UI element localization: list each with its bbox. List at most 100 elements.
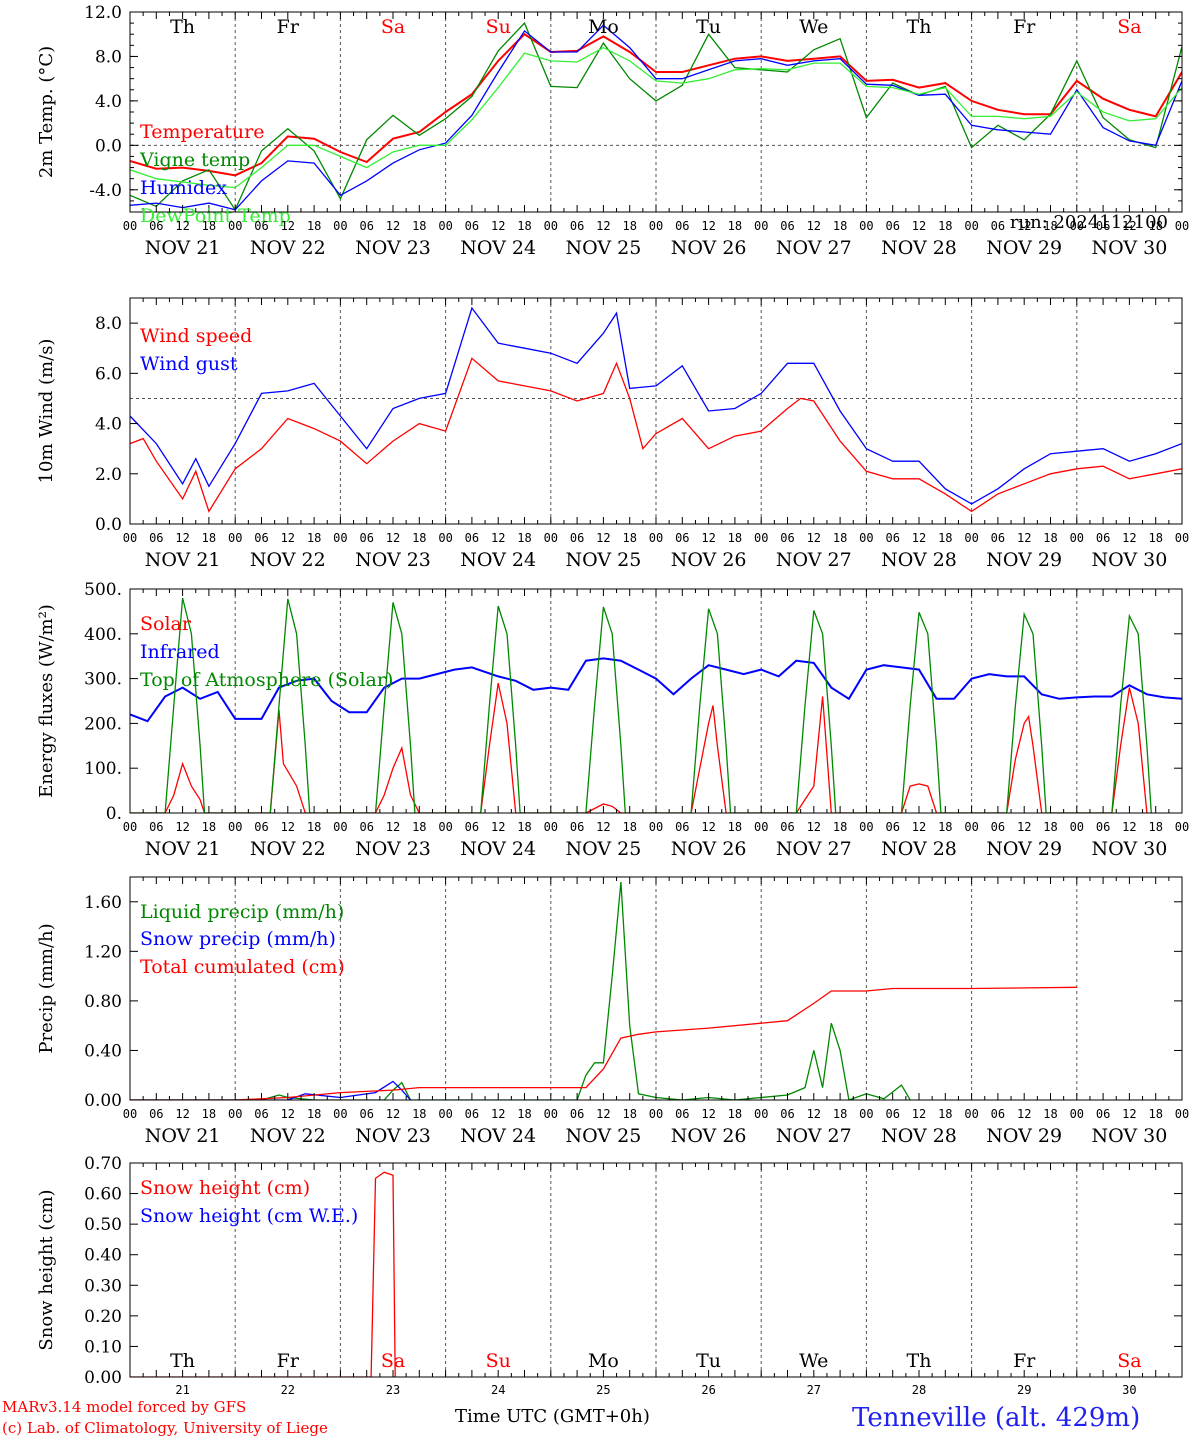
weekday-label: Th <box>907 16 932 38</box>
date-label: NOV 24 <box>460 549 536 571</box>
date-label: NOV 29 <box>986 838 1062 860</box>
hour-tick-label: 18 <box>517 219 531 233</box>
hour-tick-label: 12 <box>1017 820 1031 834</box>
panel-4: 0.00 0.40 0.80 1.20 1.60 Precip (mm/h) Liquid … <box>36 876 1189 1147</box>
hour-tick-label: 18 <box>307 1107 321 1121</box>
hour-tick-label: 12 <box>1017 1107 1031 1121</box>
panel-3: 0. 100. 200. 300. 400. 500. Energy fluxes (W/m… <box>36 580 1189 860</box>
y-tick-label: -4.0 <box>89 181 122 201</box>
date-label: NOV 27 <box>776 549 852 571</box>
hour-tick-label: 06 <box>254 531 268 545</box>
date-label: NOV 28 <box>881 1125 957 1147</box>
hour-tick-label: 00 <box>649 820 663 834</box>
hour-tick-label: 00 <box>438 1107 452 1121</box>
hour-tick-label: 12 <box>175 820 189 834</box>
series-infrared <box>130 657 1182 723</box>
legend-entry: Wind speed <box>140 325 252 347</box>
hour-tick-label: 12 <box>281 820 295 834</box>
hour-tick-label: 12 <box>386 1107 400 1121</box>
series-wind-speed <box>130 357 1182 513</box>
hour-tick-label: 18 <box>517 820 531 834</box>
hour-tick-label: 00 <box>859 531 873 545</box>
hour-tick-label: 00 <box>228 219 242 233</box>
hour-tick-label: 12 <box>1017 531 1031 545</box>
hour-tick-label: 06 <box>1096 1107 1110 1121</box>
hour-tick-label: 12 <box>912 531 926 545</box>
date-label: NOV 21 <box>145 1125 221 1147</box>
hour-tick-label: 12 <box>596 531 610 545</box>
weekday-label: We <box>799 16 828 38</box>
date-label: NOV 25 <box>565 549 641 571</box>
day-number-label: 27 <box>807 1383 821 1397</box>
hour-tick-label: 06 <box>780 531 794 545</box>
panel-2: 0.0 2.0 4.0 6.0 8.0 10m Wind (m/s) Wind speed W… <box>36 297 1189 571</box>
y-tick-label: 0.80 <box>84 992 122 1012</box>
hour-tick-label: 18 <box>412 820 426 834</box>
hour-tick-label: 12 <box>912 820 926 834</box>
date-label: NOV 28 <box>881 549 957 571</box>
hour-tick-label: 00 <box>964 1107 978 1121</box>
hour-tick-label: 00 <box>123 219 137 233</box>
hour-tick-label: 00 <box>964 219 978 233</box>
weekday-label: Th <box>907 1350 932 1372</box>
weekday-label: Sa <box>381 1350 405 1372</box>
run-annotation: run: 2024112100 <box>1010 212 1168 233</box>
hour-tick-label: 12 <box>386 531 400 545</box>
y-tick-label: 0.40 <box>84 1041 122 1061</box>
panel-5: 0.00 0.10 0.20 0.30 0.40 0.50 0.60 0.70 Snow hei… <box>36 1154 1183 1397</box>
hour-tick-label: 06 <box>359 820 373 834</box>
series-dewpoint-temp <box>130 46 1182 189</box>
hour-tick-label: 18 <box>622 820 636 834</box>
y-axis-label: Precip (mm/h) <box>36 923 57 1053</box>
date-label: NOV 30 <box>1091 1125 1167 1147</box>
hour-tick-label: 12 <box>912 1107 926 1121</box>
weekday-label: Th <box>170 16 195 38</box>
y-tick-label: 0.60 <box>84 1185 122 1205</box>
hour-tick-label: 06 <box>254 820 268 834</box>
hour-tick-label: 12 <box>912 219 926 233</box>
day-number-label: 22 <box>281 1383 295 1397</box>
date-label: NOV 28 <box>881 838 957 860</box>
hour-tick-label: 00 <box>754 820 768 834</box>
legend-entry: DewPoint Temp <box>140 205 291 227</box>
hour-tick-label: 12 <box>596 820 610 834</box>
legend-entry: Total cumulated (cm) <box>140 956 345 978</box>
date-label: NOV 22 <box>250 549 326 571</box>
date-label: NOV 22 <box>250 1125 326 1147</box>
hour-tick-label: 06 <box>570 531 584 545</box>
hour-tick-label: 00 <box>1175 219 1189 233</box>
hour-tick-label: 12 <box>386 820 400 834</box>
date-label: NOV 27 <box>776 838 852 860</box>
hour-tick-label: 18 <box>1043 219 1057 233</box>
weekday-label: Tu <box>696 1350 721 1372</box>
date-label: NOV 26 <box>671 549 747 571</box>
hour-tick-label: 00 <box>1070 219 1084 233</box>
hour-tick-label: 06 <box>254 219 268 233</box>
hour-tick-label: 00 <box>649 219 663 233</box>
date-label: NOV 21 <box>145 237 221 259</box>
hour-tick-label: 18 <box>1148 531 1162 545</box>
series-snow-height-cm <box>130 1171 396 1377</box>
day-number-label: 21 <box>175 1383 189 1397</box>
date-label: NOV 29 <box>986 1125 1062 1147</box>
hour-tick-label: 18 <box>833 219 847 233</box>
date-label: NOV 25 <box>565 237 641 259</box>
y-axis-label: Snow height (cm) <box>36 1189 57 1350</box>
date-label: NOV 29 <box>986 237 1062 259</box>
hour-tick-label: 12 <box>1122 1107 1136 1121</box>
series-wind-gust <box>130 306 1182 505</box>
weekday-label: Su <box>486 16 511 38</box>
hour-tick-label: 18 <box>728 820 742 834</box>
y-tick-label: 0. <box>106 804 122 824</box>
series-snow-precip-mm-h <box>130 1080 411 1100</box>
hour-tick-label: 06 <box>465 820 479 834</box>
hour-tick-label: 12 <box>807 1107 821 1121</box>
hour-tick-label: 12 <box>175 531 189 545</box>
legend-entry: Snow height (cm) <box>140 1177 310 1199</box>
hour-tick-label: 12 <box>281 531 295 545</box>
hour-tick-label: 06 <box>675 219 689 233</box>
hour-tick-label: 00 <box>228 1107 242 1121</box>
date-label: NOV 24 <box>460 1125 536 1147</box>
series-top-of-atmosphere-solar <box>130 597 1152 813</box>
hour-tick-label: 06 <box>359 531 373 545</box>
